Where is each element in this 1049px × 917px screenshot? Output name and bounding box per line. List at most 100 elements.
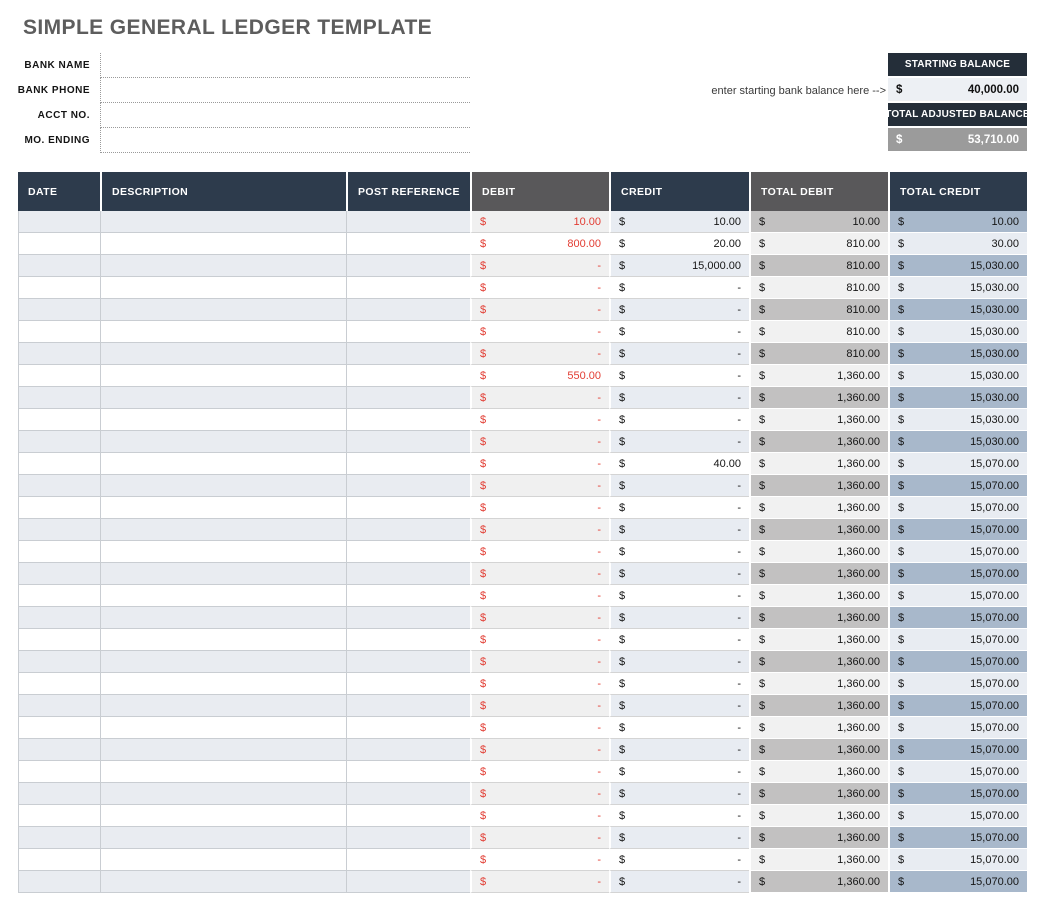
cell-post-reference[interactable] <box>346 431 470 453</box>
cell-post-reference[interactable] <box>346 409 470 431</box>
cell-total-credit[interactable]: $15,030.00 <box>888 431 1027 453</box>
cell-debit[interactable]: $ - <box>470 739 609 761</box>
cell-credit[interactable]: $40.00 <box>609 453 749 475</box>
cell-debit[interactable]: $ - <box>470 321 609 343</box>
cell-post-reference[interactable] <box>346 717 470 739</box>
cell-total-debit[interactable]: $1,360.00 <box>749 585 888 607</box>
cell-date[interactable] <box>18 695 100 717</box>
cell-post-reference[interactable] <box>346 387 470 409</box>
cell-date[interactable] <box>18 211 100 233</box>
cell-date[interactable] <box>18 827 100 849</box>
cell-date[interactable] <box>18 255 100 277</box>
cell-post-reference[interactable] <box>346 541 470 563</box>
cell-post-reference[interactable] <box>346 673 470 695</box>
cell-debit[interactable]: $ - <box>470 673 609 695</box>
cell-total-credit[interactable]: $15,070.00 <box>888 541 1027 563</box>
cell-credit[interactable]: $ - <box>609 277 749 299</box>
cell-total-credit[interactable]: $15,070.00 <box>888 805 1027 827</box>
cell-post-reference[interactable] <box>346 299 470 321</box>
cell-date[interactable] <box>18 541 100 563</box>
cell-credit[interactable]: $ - <box>609 673 749 695</box>
cell-total-credit[interactable]: $15,030.00 <box>888 299 1027 321</box>
cell-description[interactable] <box>100 563 346 585</box>
cell-post-reference[interactable] <box>346 871 470 893</box>
cell-total-credit[interactable]: $15,030.00 <box>888 255 1027 277</box>
cell-description[interactable] <box>100 585 346 607</box>
cell-total-debit[interactable]: $1,360.00 <box>749 497 888 519</box>
cell-post-reference[interactable] <box>346 321 470 343</box>
cell-credit[interactable]: $ - <box>609 871 749 893</box>
cell-total-debit[interactable]: $1,360.00 <box>749 827 888 849</box>
bank-phone-field[interactable] <box>100 78 470 103</box>
cell-total-credit[interactable]: $15,070.00 <box>888 497 1027 519</box>
cell-description[interactable] <box>100 431 346 453</box>
cell-credit[interactable]: $ - <box>609 585 749 607</box>
cell-credit[interactable]: $ - <box>609 651 749 673</box>
cell-debit[interactable]: $ - <box>470 783 609 805</box>
cell-credit[interactable]: $ - <box>609 387 749 409</box>
cell-total-debit[interactable]: $1,360.00 <box>749 607 888 629</box>
cell-post-reference[interactable] <box>346 629 470 651</box>
cell-total-debit[interactable]: $1,360.00 <box>749 695 888 717</box>
cell-total-debit[interactable]: $810.00 <box>749 277 888 299</box>
cell-description[interactable] <box>100 651 346 673</box>
cell-description[interactable] <box>100 453 346 475</box>
cell-date[interactable] <box>18 365 100 387</box>
cell-date[interactable] <box>18 233 100 255</box>
cell-credit[interactable]: $ - <box>609 321 749 343</box>
cell-total-credit[interactable]: $15,070.00 <box>888 475 1027 497</box>
cell-date[interactable] <box>18 761 100 783</box>
cell-credit[interactable]: $ - <box>609 805 749 827</box>
cell-debit[interactable]: $ - <box>470 387 609 409</box>
cell-total-credit[interactable]: $15,070.00 <box>888 563 1027 585</box>
cell-post-reference[interactable] <box>346 695 470 717</box>
cell-total-credit[interactable]: $15,070.00 <box>888 673 1027 695</box>
cell-debit[interactable]: $ - <box>470 651 609 673</box>
cell-total-credit[interactable]: $15,030.00 <box>888 365 1027 387</box>
starting-balance-cell[interactable]: $ 40,000.00 <box>888 78 1027 103</box>
cell-description[interactable] <box>100 783 346 805</box>
cell-total-debit[interactable]: $1,360.00 <box>749 629 888 651</box>
cell-total-debit[interactable]: $1,360.00 <box>749 717 888 739</box>
cell-total-debit[interactable]: $1,360.00 <box>749 849 888 871</box>
cell-post-reference[interactable] <box>346 211 470 233</box>
cell-description[interactable] <box>100 255 346 277</box>
cell-total-debit[interactable]: $1,360.00 <box>749 783 888 805</box>
cell-debit[interactable]: $ - <box>470 717 609 739</box>
cell-date[interactable] <box>18 519 100 541</box>
cell-date[interactable] <box>18 343 100 365</box>
cell-total-debit[interactable]: $1,360.00 <box>749 563 888 585</box>
cell-post-reference[interactable] <box>346 607 470 629</box>
cell-debit[interactable]: $ - <box>470 695 609 717</box>
cell-credit[interactable]: $ - <box>609 497 749 519</box>
cell-total-debit[interactable]: $1,360.00 <box>749 761 888 783</box>
cell-debit[interactable]: $ - <box>470 761 609 783</box>
cell-post-reference[interactable] <box>346 453 470 475</box>
cell-total-debit[interactable]: $810.00 <box>749 233 888 255</box>
cell-credit[interactable]: $ - <box>609 717 749 739</box>
cell-credit[interactable]: $ - <box>609 431 749 453</box>
cell-total-debit[interactable]: $1,360.00 <box>749 475 888 497</box>
cell-total-debit[interactable]: $810.00 <box>749 299 888 321</box>
cell-debit[interactable]: $ - <box>470 431 609 453</box>
cell-date[interactable] <box>18 783 100 805</box>
cell-date[interactable] <box>18 629 100 651</box>
cell-description[interactable] <box>100 805 346 827</box>
cell-description[interactable] <box>100 343 346 365</box>
cell-description[interactable] <box>100 409 346 431</box>
cell-post-reference[interactable] <box>346 849 470 871</box>
cell-debit[interactable]: $ - <box>470 255 609 277</box>
cell-date[interactable] <box>18 673 100 695</box>
cell-credit[interactable]: $ - <box>609 849 749 871</box>
cell-description[interactable] <box>100 299 346 321</box>
cell-total-debit[interactable]: $1,360.00 <box>749 673 888 695</box>
cell-debit[interactable]: $ - <box>470 519 609 541</box>
cell-date[interactable] <box>18 849 100 871</box>
cell-total-credit[interactable]: $15,070.00 <box>888 651 1027 673</box>
cell-credit[interactable]: $ - <box>609 695 749 717</box>
cell-total-debit[interactable]: $1,360.00 <box>749 805 888 827</box>
cell-debit[interactable]: $ - <box>470 805 609 827</box>
cell-description[interactable] <box>100 739 346 761</box>
cell-total-credit[interactable]: $15,030.00 <box>888 277 1027 299</box>
acct-no-field[interactable] <box>100 103 470 128</box>
